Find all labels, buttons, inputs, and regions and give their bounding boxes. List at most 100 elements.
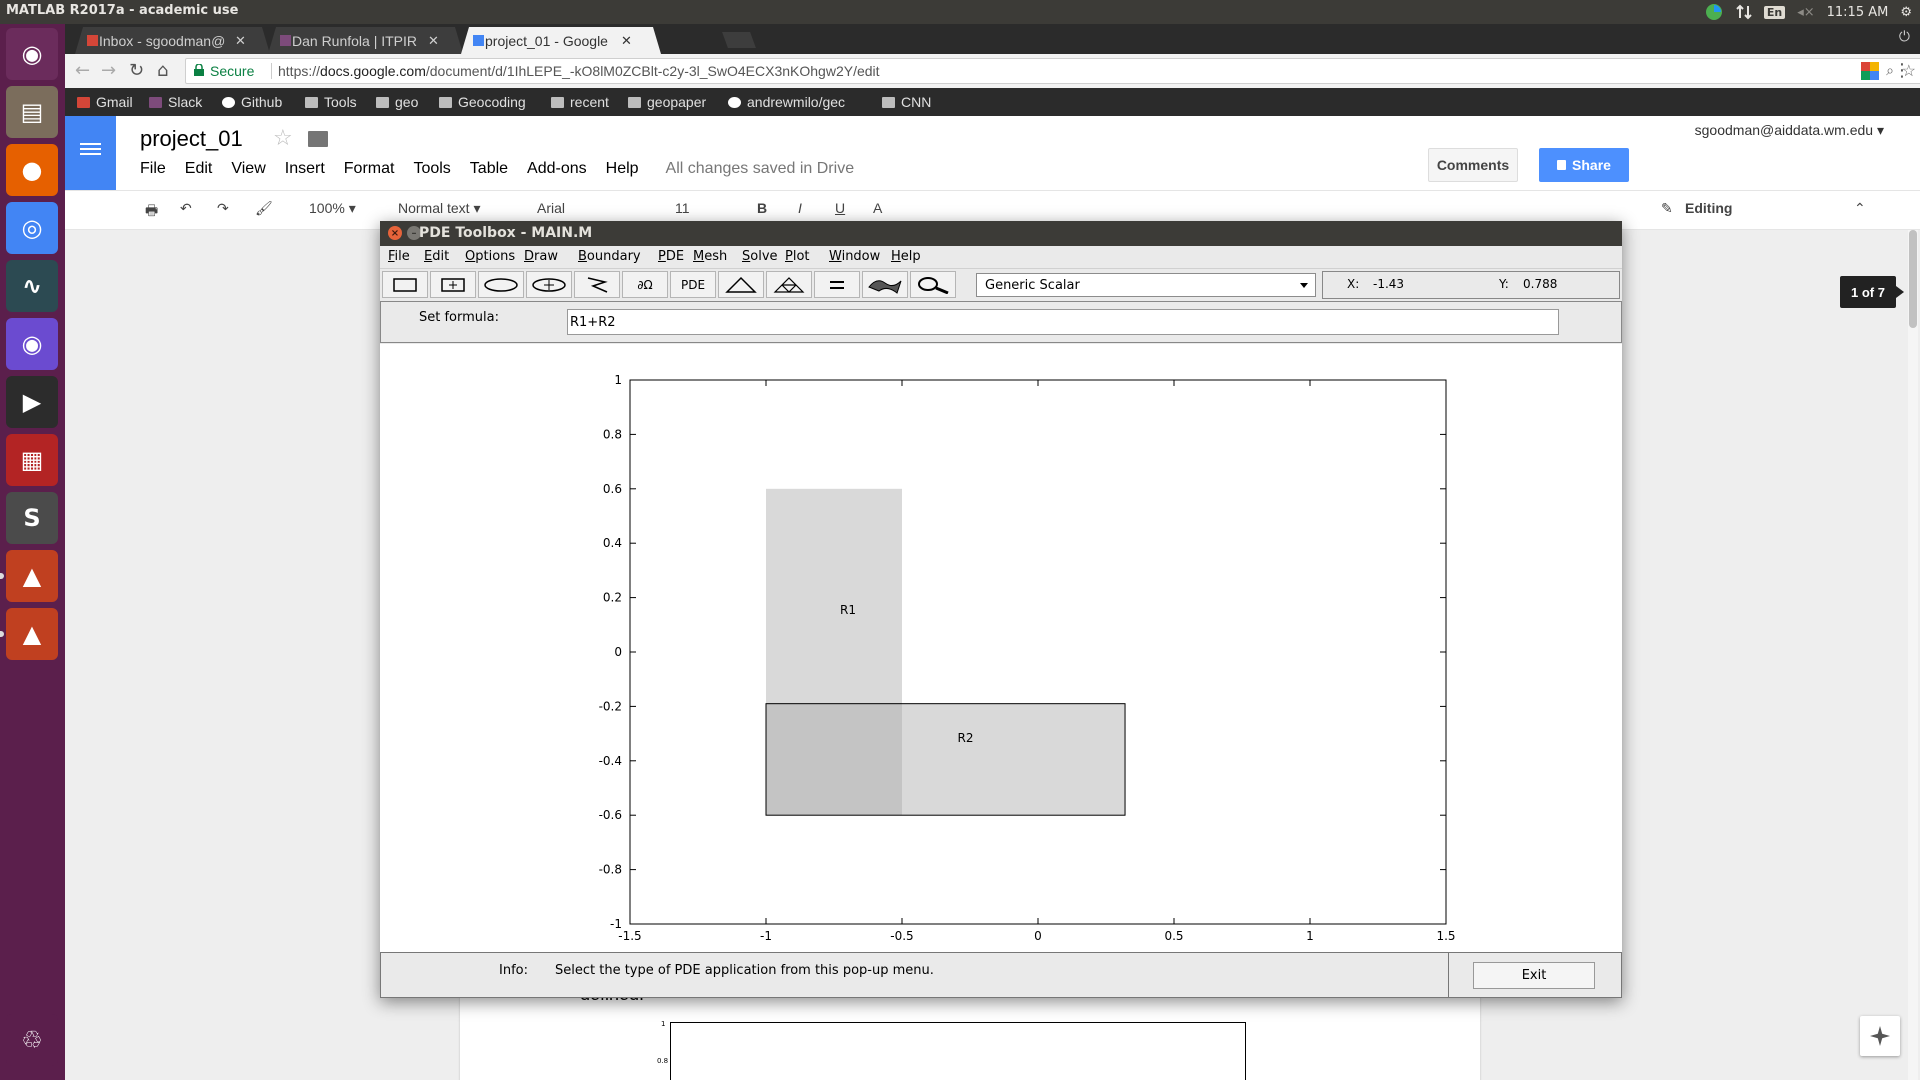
bookmark-cnn[interactable]: CNN bbox=[882, 94, 931, 110]
undo-icon[interactable]: ↶ bbox=[180, 200, 192, 216]
launcher-matlab-icon[interactable]: ▲ bbox=[6, 608, 58, 660]
scrollbar-thumb[interactable] bbox=[1909, 230, 1917, 328]
extension-icon[interactable] bbox=[1861, 62, 1879, 80]
launcher-chrome-icon[interactable]: ◎ bbox=[6, 202, 58, 254]
collapse-chevron-icon[interactable]: ⌃ bbox=[1854, 200, 1866, 216]
forward-arrow-icon[interactable]: → bbox=[101, 60, 117, 81]
pde-menu-options[interactable]: Options bbox=[465, 249, 516, 264]
pde-menu-plot[interactable]: Plot bbox=[785, 249, 810, 264]
launcher-chromium-icon[interactable]: ◉ bbox=[6, 318, 58, 370]
draw-centered-rectangle-button[interactable] bbox=[430, 271, 476, 298]
volume-muted-icon[interactable]: ◂× bbox=[1797, 4, 1815, 20]
initialize-mesh-button[interactable] bbox=[718, 271, 764, 298]
tab-project-01[interactable]: project_01 - Google ✕ bbox=[461, 27, 661, 54]
geometry-axes-area[interactable]: R1 R2 -1.5 -1 -0.5 0 0.5 1 1.5 1 0.8 0.6 0.4 0.2 0 -0.2… bbox=[380, 344, 1622, 952]
launcher-files-icon[interactable]: ▤ bbox=[6, 86, 58, 138]
zoom-select[interactable]: 100% ▾ bbox=[309, 200, 356, 216]
close-tab-icon[interactable]: ✕ bbox=[235, 32, 246, 48]
pde-menu-edit[interactable]: Edit bbox=[424, 249, 450, 264]
zoom-icon[interactable]: ⌕ bbox=[1886, 62, 1894, 78]
draw-rectangle-button[interactable] bbox=[382, 271, 428, 298]
chrome-menu-icon[interactable]: ⋮ bbox=[1893, 60, 1911, 81]
menu-add-ons[interactable]: Add-ons bbox=[527, 160, 587, 177]
draw-ellipse-button[interactable] bbox=[478, 271, 524, 298]
style-select[interactable]: Normal text ▾ bbox=[398, 200, 481, 216]
menu-file[interactable]: File bbox=[140, 160, 166, 177]
paint-format-icon[interactable]: 🖌 bbox=[255, 200, 273, 216]
bold-icon[interactable]: B bbox=[757, 200, 768, 216]
account-menu[interactable]: sgoodman@aiddata.wm.edu ▾ bbox=[1694, 122, 1884, 138]
bookmark-geocoding[interactable]: Geocoding bbox=[439, 94, 526, 110]
menu-edit[interactable]: Edit bbox=[184, 160, 213, 177]
pde-menu-draw[interactable]: Draw bbox=[524, 249, 558, 264]
launcher-system-monitor-icon[interactable]: ∿ bbox=[6, 260, 58, 312]
pde-menu-boundary[interactable]: Boundary bbox=[578, 249, 641, 264]
zoom-button[interactable] bbox=[910, 271, 956, 298]
close-tab-icon[interactable]: ✕ bbox=[428, 32, 439, 48]
launcher-matlab-icon[interactable]: ▲ bbox=[6, 550, 58, 602]
bookmark-slack[interactable]: Slack bbox=[149, 94, 202, 110]
bookmark-andrewmilo[interactable]: andrewmilo/gec bbox=[728, 94, 845, 110]
docs-home-logo[interactable] bbox=[65, 116, 116, 190]
bookmark-github[interactable]: Github bbox=[222, 94, 282, 110]
clock[interactable]: 11:15 AM bbox=[1826, 4, 1889, 20]
exit-button[interactable]: Exit bbox=[1473, 962, 1595, 989]
close-window-icon[interactable]: × bbox=[388, 226, 402, 240]
font-size-select[interactable]: 11 bbox=[675, 200, 690, 216]
bookmark-geo[interactable]: geo bbox=[376, 94, 418, 110]
menu-table[interactable]: Table bbox=[469, 160, 509, 177]
underline-icon[interactable]: U bbox=[835, 200, 846, 216]
tab-inbox[interactable]: Inbox - sgoodman@ ✕ bbox=[75, 27, 270, 54]
launcher-screen-icon[interactable]: ▦ bbox=[6, 434, 58, 486]
draw-polygon-button[interactable] bbox=[574, 271, 620, 298]
pde-menu-solve[interactable]: Solve bbox=[742, 249, 778, 264]
pde-menu-help[interactable]: Help bbox=[891, 249, 921, 264]
italic-icon[interactable]: I bbox=[798, 200, 802, 216]
bookmark-star-icon[interactable]: ☆ bbox=[1901, 63, 1916, 80]
star-icon[interactable]: ☆ bbox=[273, 126, 293, 151]
redo-icon[interactable]: ↷ bbox=[217, 200, 229, 216]
pde-menu-file[interactable]: File bbox=[388, 249, 410, 264]
menu-format[interactable]: Format bbox=[343, 160, 395, 177]
set-formula-input[interactable]: R1+R2 bbox=[567, 309, 1559, 335]
window-controls[interactable]: ⏻ bbox=[1898, 29, 1910, 45]
pde-menu-window[interactable]: Window bbox=[829, 249, 881, 264]
document-scrollbar[interactable] bbox=[1908, 230, 1918, 1080]
boundary-mode-button[interactable]: ∂Ω bbox=[622, 271, 668, 298]
url-text[interactable]: https://docs.google.com/document/d/1IhLE… bbox=[278, 63, 880, 79]
application-mode-select[interactable]: Generic Scalar bbox=[976, 273, 1316, 297]
pde-menu-mesh[interactable]: Mesh bbox=[693, 249, 728, 264]
solve-pde-button[interactable] bbox=[814, 271, 860, 298]
document-title[interactable]: project_01 bbox=[140, 126, 243, 151]
launcher-terminal-icon[interactable]: ▶ bbox=[6, 376, 58, 428]
tab-dan-runfola[interactable]: Dan Runfola | ITPIR ✕ bbox=[268, 27, 463, 54]
share-button[interactable]: Share bbox=[1539, 148, 1629, 182]
text-color-icon[interactable]: A bbox=[873, 200, 883, 216]
home-icon[interactable]: ⌂ bbox=[157, 60, 169, 81]
network-icon[interactable] bbox=[1736, 4, 1752, 20]
new-tab-button[interactable] bbox=[722, 32, 756, 48]
plot-solution-button[interactable] bbox=[862, 271, 908, 298]
print-icon[interactable]: 🖶 bbox=[145, 202, 159, 218]
launcher-trash-icon[interactable]: ♲ bbox=[6, 1014, 58, 1066]
pde-menu-pde[interactable]: PDE bbox=[658, 249, 685, 264]
draw-centered-ellipse-button[interactable] bbox=[526, 271, 572, 298]
pde-title-bar[interactable]: × – PDE Toolbox - MAIN.M bbox=[380, 221, 1622, 246]
font-select[interactable]: Arial bbox=[537, 200, 566, 216]
menu-help[interactable]: Help bbox=[605, 160, 639, 177]
keyboard-layout-indicator[interactable]: En bbox=[1763, 5, 1786, 19]
reload-icon[interactable]: ↻ bbox=[129, 60, 145, 81]
menu-insert[interactable]: Insert bbox=[284, 160, 325, 177]
explore-button[interactable] bbox=[1860, 1016, 1900, 1056]
launcher-firefox-icon[interactable]: ● bbox=[6, 144, 58, 196]
launcher-dash-icon[interactable]: ◉ bbox=[6, 28, 58, 80]
editing-mode-select[interactable]: Editing bbox=[1685, 200, 1733, 216]
settings-gear-icon[interactable]: ⚙ bbox=[1900, 4, 1912, 20]
minimize-window-icon[interactable]: – bbox=[407, 226, 421, 240]
address-bar[interactable]: Secure https://docs.google.com/document/… bbox=[185, 58, 1920, 84]
move-to-folder-icon[interactable] bbox=[308, 131, 328, 147]
launcher-sublime-text-icon[interactable]: S bbox=[6, 492, 58, 544]
bookmark-geopaper[interactable]: geopaper bbox=[628, 94, 706, 110]
bookmark-recent[interactable]: recent bbox=[551, 94, 609, 110]
